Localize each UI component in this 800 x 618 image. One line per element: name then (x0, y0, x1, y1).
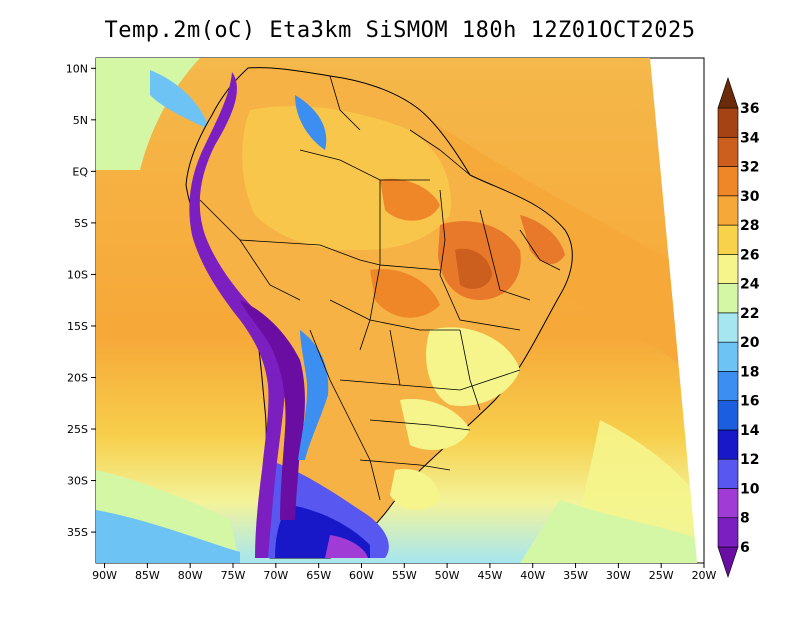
colorbar-level-label: 24 (740, 277, 760, 293)
lat-tick-label: 5S (74, 217, 88, 230)
lon-tick-label: 45W (477, 569, 502, 582)
lat-tick-label: 10S (67, 268, 88, 281)
southeast-mild-region (426, 327, 520, 406)
colorbar-segment (717, 136, 739, 167)
colorbar-level-label: 26 (740, 247, 759, 263)
lon-tick-label: 75W (221, 569, 246, 582)
colorbar-segment (717, 283, 739, 314)
lon-tick-label: 60W (349, 569, 374, 582)
lon-tick-label: 70W (263, 569, 288, 582)
lon-tick-label: 55W (392, 569, 417, 582)
map-title: Temp.2m(oC) Eta3km SiSMOM 180h 12Z01OCT2… (104, 18, 696, 43)
colorbar-level-label: 20 (740, 335, 760, 351)
colorbar-upper-triangle (717, 77, 739, 109)
colorbar-segment (717, 371, 739, 401)
patagonia-coldest-region (325, 535, 368, 558)
pacific-north-coolest (150, 70, 210, 130)
coastal-hot-region (520, 215, 565, 265)
lat-tick-label: 10N (66, 62, 88, 75)
colorbar-level-label: 32 (740, 160, 759, 176)
colorbar-level-label: 16 (740, 394, 759, 410)
colorbar-segment (717, 107, 739, 138)
colorbar-segment (717, 195, 739, 226)
temperature-field (96, 58, 697, 563)
pacific-south-coolest (96, 510, 240, 563)
lat-tick-label: EQ (72, 165, 88, 178)
altiplano-coldest (240, 300, 305, 520)
lat-tick-label: 20S (67, 371, 88, 384)
lat-tick-label: 35S (67, 526, 88, 539)
colorbar-segment (717, 429, 739, 460)
colorbar-level-label: 8 (740, 511, 750, 527)
lon-tick-label: 20W (692, 569, 717, 582)
latitude-axis: 10N 5N EQ 5S 10S 15S 20S 25S 30S 35S (66, 62, 96, 539)
andes-cordillera (189, 72, 285, 558)
para-hot-region (380, 178, 440, 221)
northeast-hottest-region (455, 248, 492, 289)
lat-tick-label: 25S (67, 423, 88, 436)
lon-tick-label: 25W (649, 569, 674, 582)
andes-east-slope (298, 330, 329, 460)
colorbar-level-label: 14 (740, 423, 760, 439)
colorbar-segment (717, 488, 739, 519)
colorbar-level-label: 12 (740, 452, 759, 468)
lon-tick-label: 40W (520, 569, 545, 582)
colorbar-level-label: 34 (740, 130, 760, 146)
colorbar-level-label: 18 (740, 364, 759, 380)
colorbar-segment (717, 166, 739, 197)
colorbar-level-label: 10 (740, 481, 760, 497)
lon-tick-label: 85W (135, 569, 160, 582)
lon-tick-label: 80W (178, 569, 203, 582)
colorbar-segment (717, 341, 739, 372)
colorbar-segment (717, 254, 739, 284)
south-mild-region (400, 399, 470, 450)
south-atlantic-coolest (520, 500, 697, 563)
longitude-axis: 90W 85W 80W 75W 70W 65W 60W 55W 50W 45W 40W 35W 30W 2… (92, 563, 717, 582)
colorbar-segment (717, 517, 739, 548)
lon-tick-label: 35W (563, 569, 588, 582)
colorbar-level-label: 22 (740, 306, 759, 322)
central-hot-region (370, 269, 440, 318)
lat-tick-label: 5N (73, 114, 88, 127)
lon-tick-label: 30W (606, 569, 631, 582)
lon-tick-label: 50W (435, 569, 460, 582)
colorbar-segment (717, 458, 739, 489)
colorbar-segment (717, 400, 739, 431)
colorbar-lower-triangle (717, 546, 739, 578)
colorbar-segment (717, 224, 739, 255)
lat-tick-label: 15S (67, 320, 88, 333)
colorbar-level-label: 36 (740, 101, 759, 117)
colorbar: 6 8 10 12 14 16 18 20 22 24 26 28 30 32 34 36 (717, 77, 760, 578)
lat-tick-label: 30S (67, 475, 88, 488)
colorbar-segment (717, 312, 739, 343)
state-borders (199, 75, 561, 501)
lon-tick-label: 65W (306, 569, 331, 582)
colorbar-level-label: 28 (740, 218, 759, 234)
lon-tick-label: 90W (92, 569, 117, 582)
guiana-highlands-cool (295, 95, 327, 150)
colorbar-level-label: 6 (740, 540, 750, 556)
rio-grande-mild-region (390, 469, 440, 510)
colorbar-level-label: 30 (740, 189, 760, 205)
